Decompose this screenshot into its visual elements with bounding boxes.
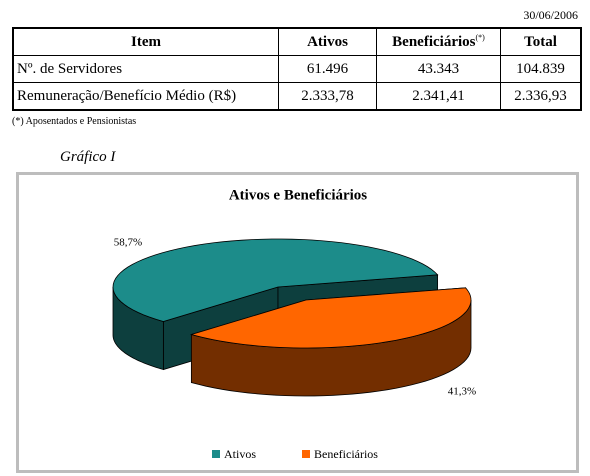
header-text: Beneficiários (392, 34, 476, 50)
header-cell: Item (12, 27, 279, 56)
row-label: Remuneração/Benefício Médio (R$) (12, 82, 279, 111)
header-note: (*) (475, 33, 485, 42)
data-label: 58,7% (114, 237, 142, 249)
legend-label: Beneficiários (314, 447, 378, 461)
legend-swatch (212, 450, 220, 458)
cell: 2.333,78 (278, 82, 377, 111)
cell: 43.343 (376, 55, 501, 83)
cell: 104.839 (500, 55, 582, 83)
legend-label: Ativos (224, 447, 256, 461)
header-cell: Ativos (278, 27, 377, 56)
cell: 2.336,93 (500, 82, 582, 111)
footnote: (*) Aposentados e Pensionistas (12, 116, 137, 127)
pie-slice (112, 238, 439, 322)
chart-caption: Gráfico I (60, 149, 116, 165)
cell: 61.496 (278, 55, 377, 83)
pie-slice (189, 287, 472, 349)
date: 30/06/2006 (523, 8, 578, 22)
data-table: Item Ativos Beneficiários(*) Total Nº. d… (12, 27, 582, 111)
header-cell: Total (500, 27, 582, 56)
chart-title: Ativos e Beneficiários (229, 187, 367, 203)
row-label: Nº. de Servidores (12, 55, 279, 83)
data-label: 41,3% (448, 386, 476, 398)
legend-swatch (302, 450, 310, 458)
header-cell: Beneficiários(*) (376, 27, 501, 56)
cell: 2.341,41 (376, 82, 501, 111)
